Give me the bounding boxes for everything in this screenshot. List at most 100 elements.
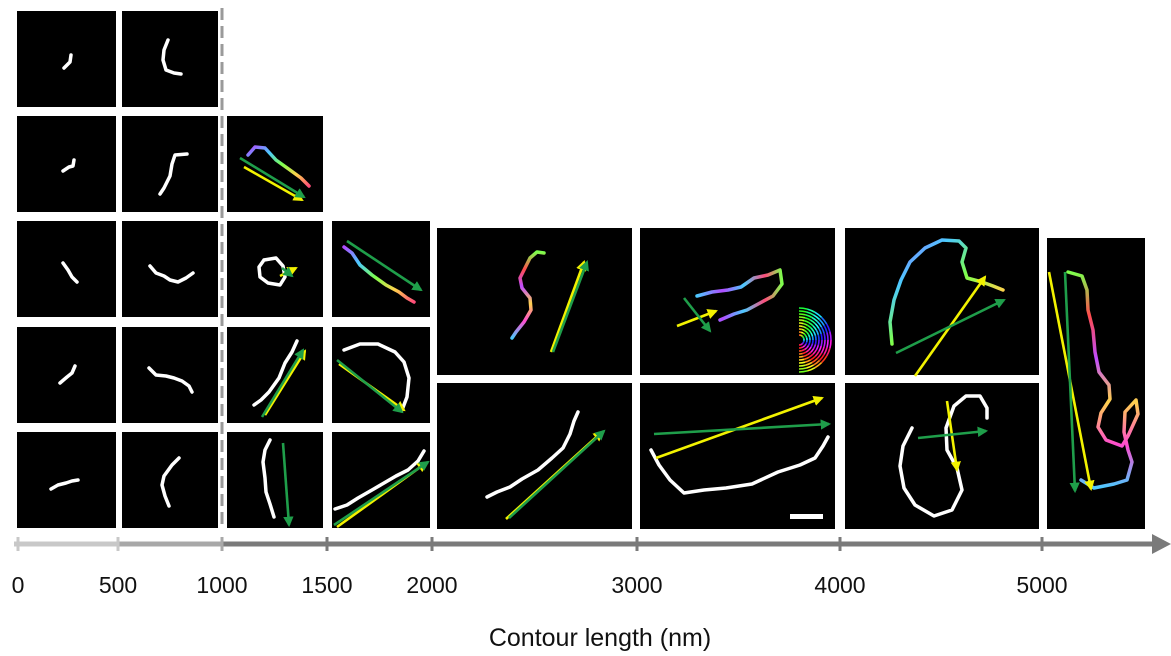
principal-axis-arrow bbox=[895, 298, 1006, 355]
color-wheel-arc bbox=[803, 319, 810, 324]
panel-background bbox=[227, 116, 323, 212]
color-wheel-arc bbox=[803, 356, 810, 361]
dna-strand bbox=[261, 438, 276, 519]
color-wheel-arc bbox=[798, 358, 805, 361]
color-wheel-arc bbox=[798, 307, 808, 310]
strand-panel bbox=[437, 228, 632, 375]
color-wheel-arc bbox=[798, 361, 806, 364]
strand-panel bbox=[1047, 238, 1145, 529]
panel-background bbox=[437, 228, 632, 375]
panel-background bbox=[845, 383, 1039, 529]
tick-label: 1500 bbox=[301, 572, 352, 598]
color-wheel-arc bbox=[802, 351, 807, 355]
color-wheel-arc bbox=[807, 351, 812, 356]
color-wheel-arc bbox=[816, 321, 823, 328]
tick-label: 5000 bbox=[1016, 572, 1067, 598]
color-wheel-arc bbox=[814, 339, 817, 345]
dna-strand bbox=[510, 250, 546, 340]
principal-axis-arrow bbox=[682, 297, 712, 333]
color-wheel-arc bbox=[826, 339, 829, 348]
panel-background bbox=[17, 327, 116, 423]
panel-background bbox=[1047, 238, 1145, 529]
end-to-end-arrow bbox=[676, 309, 718, 328]
panel-background bbox=[845, 228, 1039, 375]
color-wheel-arc bbox=[798, 316, 806, 319]
color-wheel-arc bbox=[810, 332, 814, 337]
color-wheel-arc bbox=[806, 311, 814, 316]
principal-axis-arrow bbox=[333, 460, 430, 527]
strand-panel bbox=[17, 11, 116, 107]
color-wheel-arc bbox=[801, 348, 805, 352]
dna-strand bbox=[333, 449, 426, 511]
color-wheel-arc bbox=[814, 351, 820, 357]
principal-axis-arrow bbox=[346, 239, 423, 292]
tick-label: 0 bbox=[12, 572, 25, 598]
tick-label: 3000 bbox=[611, 572, 662, 598]
color-wheel-arc bbox=[805, 341, 808, 345]
principal-axis-arrow bbox=[1063, 271, 1080, 494]
principal-axis-arrow bbox=[653, 419, 832, 436]
color-wheel-arc bbox=[800, 343, 802, 346]
color-wheel-arc bbox=[798, 319, 805, 322]
color-wheel-arc bbox=[817, 334, 820, 341]
panel-background bbox=[227, 221, 323, 317]
dna-strand bbox=[695, 268, 784, 322]
color-wheel-arc bbox=[814, 362, 823, 369]
end-to-end-arrow bbox=[549, 260, 587, 353]
panel-background bbox=[122, 432, 218, 528]
color-wheel-arc bbox=[800, 331, 804, 334]
color-wheel-arc bbox=[807, 342, 811, 346]
color-wheel-arc bbox=[815, 344, 820, 351]
color-wheel-arc bbox=[798, 364, 806, 367]
strand-panel bbox=[227, 432, 323, 528]
color-wheel-arc bbox=[812, 331, 817, 336]
panel-background bbox=[122, 327, 218, 423]
color-wheel-arc bbox=[804, 347, 808, 351]
color-wheel-arc bbox=[813, 314, 821, 321]
panel-background bbox=[17, 116, 116, 212]
color-wheel-arc bbox=[798, 355, 804, 358]
color-wheel-arc bbox=[802, 341, 805, 343]
color-wheel-arc bbox=[805, 349, 810, 353]
color-wheel-arc bbox=[808, 322, 814, 327]
color-wheel-arc bbox=[801, 328, 805, 332]
dna-strand bbox=[898, 394, 989, 518]
color-wheel-arc bbox=[810, 327, 815, 332]
axis-title: Contour length (nm) bbox=[489, 624, 711, 652]
color-wheel-arc bbox=[798, 310, 807, 313]
color-wheel-arc bbox=[825, 323, 831, 332]
strand-panel bbox=[227, 327, 323, 423]
dna-strand bbox=[485, 410, 580, 499]
strand-panel bbox=[122, 11, 218, 107]
strand-panel bbox=[17, 432, 116, 528]
principal-axis-arrow bbox=[281, 442, 294, 528]
color-wheel-arc bbox=[801, 342, 804, 345]
color-wheel-arc bbox=[814, 311, 823, 318]
color-wheel-arc bbox=[825, 348, 831, 357]
dna-strand bbox=[158, 152, 189, 196]
strand-panel bbox=[122, 116, 218, 212]
strand-panel bbox=[227, 221, 323, 317]
principal-axis-arrow bbox=[239, 156, 306, 199]
color-wheel-arc bbox=[803, 353, 808, 358]
color-wheel-arc bbox=[818, 318, 825, 326]
color-wheel-arc bbox=[805, 361, 813, 366]
color-wheel-arc bbox=[807, 366, 816, 372]
color-wheel-arc bbox=[810, 348, 815, 353]
color-wheel-arc bbox=[802, 325, 807, 329]
color-wheel-arc bbox=[811, 339, 814, 344]
principal-axis-arrow bbox=[917, 426, 989, 440]
principal-axis-arrow bbox=[508, 429, 606, 519]
color-wheel-arc bbox=[818, 354, 825, 362]
color-wheel-arc bbox=[801, 335, 804, 338]
strand-panel bbox=[845, 383, 1039, 529]
strand-panel bbox=[845, 228, 1039, 377]
color-wheel-arc bbox=[812, 349, 817, 355]
strand-panel bbox=[437, 383, 632, 529]
color-wheel-arc bbox=[798, 322, 804, 325]
strand-panel bbox=[122, 327, 218, 423]
strand-panel bbox=[17, 327, 116, 423]
color-wheel-arc bbox=[820, 339, 823, 347]
dna-strand bbox=[62, 53, 73, 70]
